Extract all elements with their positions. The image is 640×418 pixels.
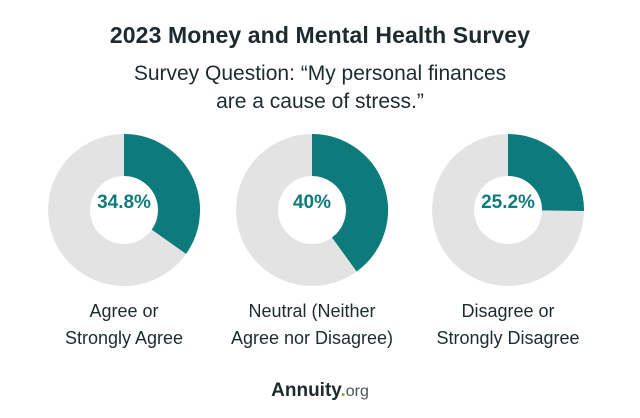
- donut-neutral: 40%: [236, 134, 388, 286]
- subtitle-line-2: are a cause of stress.”: [216, 90, 424, 113]
- category-line-1: Disagree or: [461, 301, 555, 321]
- subtitle-line-1: Survey Question: “My personal finances: [133, 62, 507, 85]
- donut-neutral-svg: [236, 134, 388, 286]
- donut-disagree-svg: [432, 134, 584, 286]
- category-line-1: Neutral (Neither: [248, 301, 376, 321]
- category-label-agree: Agree or Strongly Agree: [24, 298, 224, 352]
- donut-agree: 34.8%: [48, 134, 200, 286]
- category-label-neutral: Neutral (Neither Agree nor Disagree): [212, 298, 412, 352]
- category-line-2: Agree nor Disagree): [230, 328, 394, 348]
- percent-label: 34.8%: [97, 192, 151, 213]
- annuity-logo: Annuity.org: [0, 380, 640, 402]
- donut-disagree: 25.2%: [432, 134, 584, 286]
- donut-slice: [122, 134, 200, 254]
- percent-label: 40%: [292, 192, 332, 213]
- chart-subtitle: Survey Question: “My personal finances a…: [0, 60, 640, 116]
- category-label-disagree: Disagree or Strongly Disagree: [408, 298, 608, 352]
- percent-label: 25.2%: [481, 192, 535, 213]
- category-line-1: Agree or: [89, 301, 159, 321]
- donut-slice: [310, 134, 388, 272]
- category-line-2: Strongly Disagree: [436, 328, 580, 348]
- donut-slice: [506, 134, 584, 212]
- donut-agree-svg: [48, 134, 200, 286]
- logo-tld: org: [345, 383, 369, 400]
- chart-title: 2023 Money and Mental Health Survey: [109, 22, 531, 48]
- category-line-2: Strongly Agree: [64, 328, 184, 348]
- logo-dot: .: [340, 380, 346, 401]
- logo-brand: Annuity: [271, 380, 341, 401]
- donut-charts: 34.8% Agree or Strongly Agree 40% Neutra…: [0, 134, 640, 364]
